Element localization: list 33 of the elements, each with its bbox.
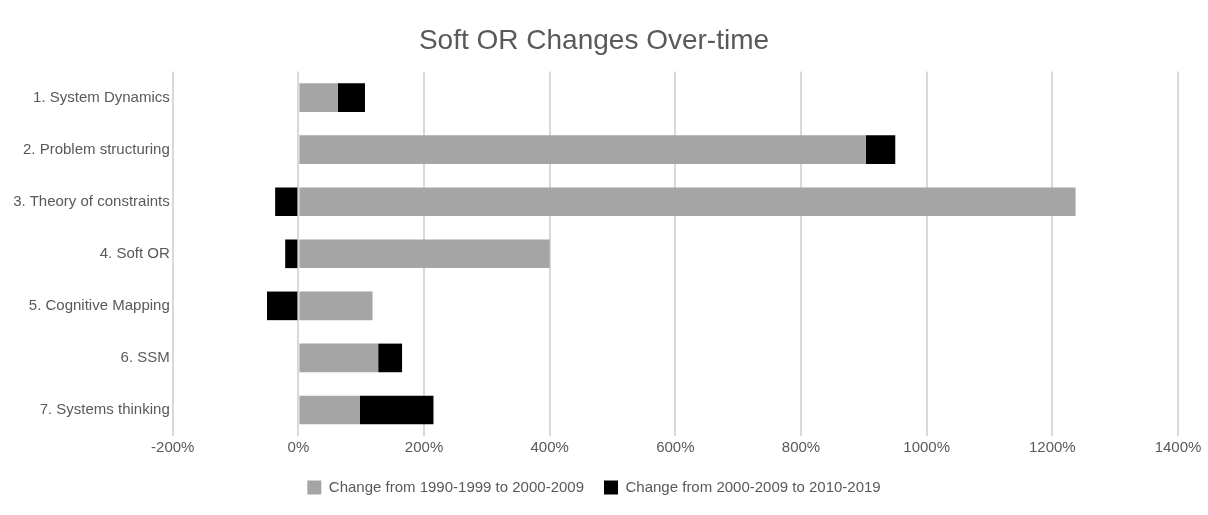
x-tick-label: -200% xyxy=(151,438,195,456)
bar xyxy=(378,343,403,373)
bar xyxy=(299,187,1076,217)
bar xyxy=(299,83,338,112)
y-tick-label: 1. System Dynamics xyxy=(33,87,170,105)
y-tick-label: 7. Systems thinking xyxy=(39,400,170,418)
legend-label: Change from 2000-2009 to 2010-2019 xyxy=(625,477,881,495)
x-tick-label: 0% xyxy=(287,438,310,456)
y-tick-label: 2. Problem structuring xyxy=(23,139,170,157)
bar xyxy=(337,83,365,112)
chart-title: Soft OR Changes Over-time xyxy=(418,23,770,55)
bar xyxy=(865,135,896,164)
x-tick-label: 1400% xyxy=(1154,438,1202,456)
bar xyxy=(299,135,866,164)
bar xyxy=(266,291,298,321)
bar xyxy=(299,395,360,425)
x-tick-label: 200% xyxy=(404,438,444,456)
x-tick-label: 800% xyxy=(781,438,821,456)
bar xyxy=(359,395,434,425)
x-tick-label: 1200% xyxy=(1028,438,1076,456)
x-tick-label: 1000% xyxy=(903,438,951,456)
y-tick-label: 5. Cognitive Mapping xyxy=(28,296,170,313)
x-tick-label: 600% xyxy=(656,438,695,456)
bar xyxy=(275,187,298,217)
y-tick-label: 4. Soft OR xyxy=(99,243,170,261)
bar xyxy=(285,239,298,269)
y-tick-label: 6. SSM xyxy=(120,348,170,366)
bar xyxy=(299,343,379,373)
bar xyxy=(299,291,373,321)
x-tick-label: 400% xyxy=(530,438,569,456)
y-tick-label: 3. Theory of constraints xyxy=(13,191,170,209)
bar xyxy=(299,239,550,269)
legend-label: Change from 1990-1999 to 2000-2009 xyxy=(328,477,585,495)
